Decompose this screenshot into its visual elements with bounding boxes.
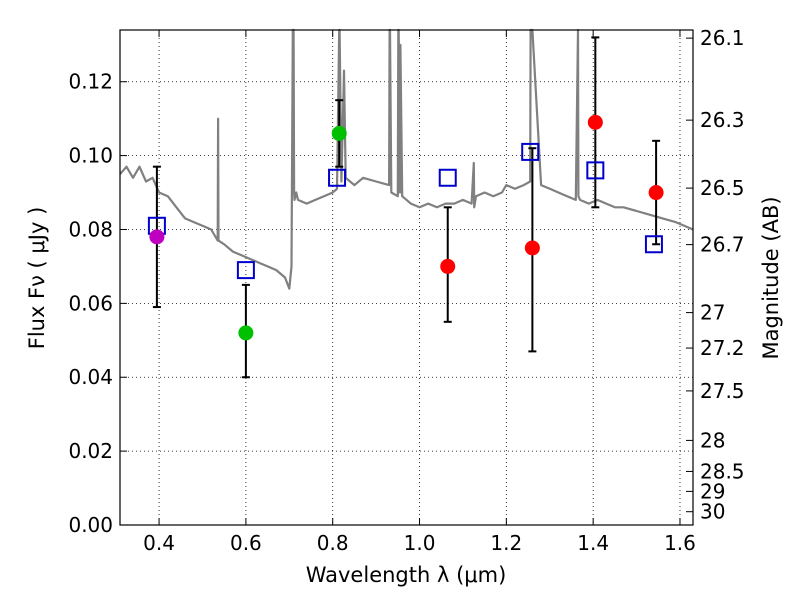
model-square-marker — [438, 168, 457, 187]
data-point-marker — [587, 114, 603, 130]
y2-tick-label: 27.5 — [700, 379, 745, 403]
data-point-marker — [331, 125, 347, 141]
y2-tick-label: 28 — [700, 428, 725, 452]
model-square-marker — [236, 261, 255, 280]
y2-tick-label: 28.5 — [700, 459, 745, 483]
y2-tick-label: 26.7 — [700, 233, 745, 257]
y2-tick-label: 26.3 — [700, 108, 745, 132]
x-tick-label: 0.4 — [143, 531, 175, 555]
plot-background — [120, 30, 693, 525]
data-point-marker — [238, 325, 254, 341]
y2-tick-label: 26.5 — [700, 176, 745, 200]
y-tick-label: 0.10 — [68, 144, 113, 168]
grid — [120, 30, 693, 525]
y-axis-title: Flux Fν ( μJy ) — [25, 207, 49, 350]
y2-axis-title: Magnitude (AB) — [759, 196, 783, 359]
y2-tick-label: 27 — [700, 301, 725, 325]
y2-tick-label: 26.1 — [700, 26, 745, 50]
x-axis-title: Wavelength λ (μm) — [306, 563, 507, 587]
x-tick-label: 1.2 — [490, 531, 522, 555]
data-point-marker — [149, 229, 165, 245]
x-tick-label: 0.6 — [230, 531, 262, 555]
model-square-marker — [644, 235, 663, 254]
y2-tick-label: 30 — [700, 500, 725, 524]
y-tick-label: 0.04 — [68, 365, 113, 389]
y-tick-label: 0.06 — [68, 291, 113, 315]
y-tick-label: 0.02 — [68, 439, 113, 463]
y2-tick-label: 29 — [700, 479, 725, 503]
data-point-layer — [149, 114, 664, 341]
model-square-marker — [328, 168, 347, 187]
spectrum-line — [119, 28, 694, 290]
x-tick-label: 1.4 — [577, 531, 609, 555]
y-tick-label: 0.12 — [68, 70, 113, 94]
x-tick-label: 0.8 — [317, 531, 349, 555]
spectrum-layer — [119, 28, 694, 290]
model-square-marker — [521, 142, 540, 161]
plot-frame — [119, 29, 694, 526]
data-point-marker — [440, 258, 456, 274]
data-point-marker — [524, 240, 540, 256]
x-tick-label: 1.6 — [664, 531, 696, 555]
y2-tick-label: 27.2 — [700, 336, 745, 360]
model-square-layer — [147, 142, 663, 280]
data-point-marker — [648, 185, 664, 201]
y-tick-label: 0.00 — [68, 513, 113, 537]
axis-ticks: 0.4 0.6 0.8 1.0 1.2 1.4 1.6 0.00 0.02 0.04 0.06 0.0… — [68, 26, 744, 555]
y-tick-label: 0.08 — [68, 217, 113, 241]
model-square-marker — [586, 161, 605, 180]
x-tick-label: 1.0 — [404, 531, 436, 555]
